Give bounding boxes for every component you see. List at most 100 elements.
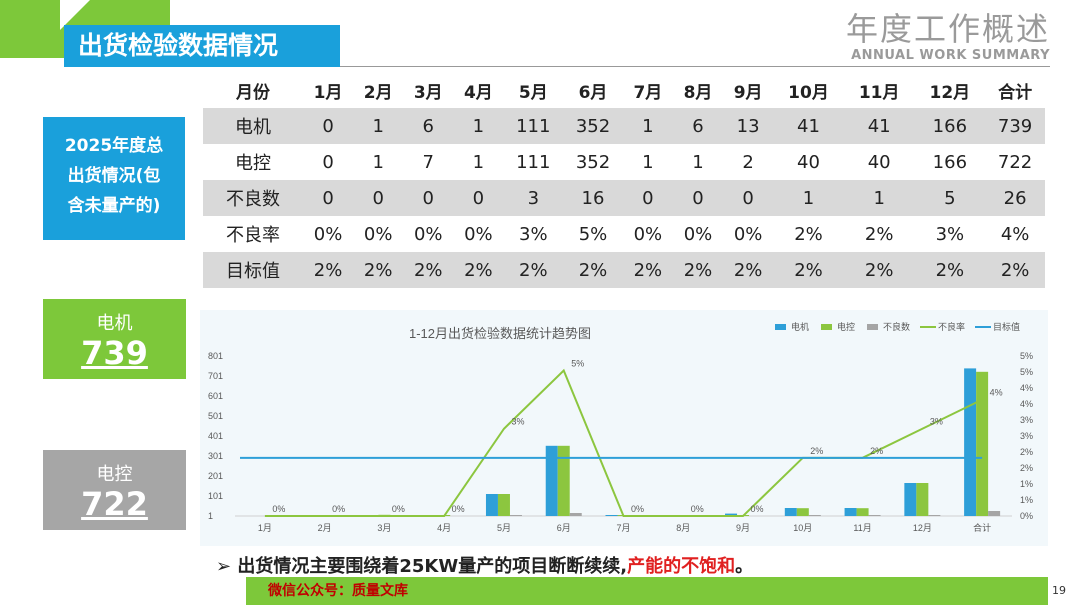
table-row-label: 电控 [235,153,271,174]
x-axis-tick: 3月 [377,523,391,533]
motor-card: 电机 739 [43,299,186,379]
legend-label: 电控 [837,321,855,332]
table-row: 不良数 0 0 0 0 3 16 0 0 0 1 1 5 26 [203,180,1045,216]
table-cell: 0 [403,180,454,216]
table-header-cell: 6月 [578,82,608,103]
table-cell: 739 [985,108,1045,144]
legend-label: 不良数 [883,321,910,332]
x-axis-tick: 合计 [973,522,991,533]
table-row-label: 不良数 [203,180,303,216]
table-cell: 5% [578,223,608,245]
summary-box: 2025年度总 出货情况(包 含未量产的) [43,117,185,240]
table-cell: 2% [864,223,894,245]
table-header-cell: 5月 [518,82,548,103]
legend-swatch [867,324,878,330]
table-cell: 2% [453,252,504,288]
x-axis-tick: 10月 [793,523,812,533]
left-axis-tick: 701 [208,371,223,381]
table-cell: 40 [797,151,820,173]
right-axis-tick: 1% [1020,479,1033,489]
table-cell: 352 [563,108,623,144]
table-header-cell: 合计 [998,82,1033,103]
table-header-cell: 4月 [463,82,493,103]
right-axis-tick: 2% [1020,463,1033,473]
bar-电控 [916,483,929,516]
table-cell: 0 [322,151,334,173]
legend-label: 不良率 [938,321,965,332]
table-cell: 2% [843,252,915,288]
table-cell: 2% [353,252,404,288]
left-axis-tick: 601 [208,391,223,401]
data-label: 2% [810,446,823,456]
bar-电机 [605,515,618,516]
deck-subtitle: ANNUAL WORK SUMMARY [851,48,1050,63]
table-cell: 1 [372,151,384,173]
table-cell: 13 [723,108,774,144]
control-card-value: 722 [81,485,148,523]
left-axis-tick: 101 [208,491,223,501]
data-label: 0% [392,504,405,514]
control-card-label: 电控 [96,464,133,485]
data-label: 0% [452,504,465,514]
shipment-table: 月份 1月 2月 3月 4月 5月 6月 7月 8月 9月 10月 11月 12月 合计 电机 0 1 6 1 11… [203,72,1045,288]
control-card: 电控 722 [43,450,186,530]
table-cell: 1 [622,108,673,144]
table-cell: 2% [985,252,1045,288]
table-cell: 1 [692,151,704,173]
legend-label: 目标值 [993,321,1020,332]
bullet-note: ➢ 出货情况主要围绕着25KW量产的项目断断续续,产能的不饱和。 [216,552,753,578]
table-cell: 26 [985,180,1045,216]
table-cell: 0% [464,223,493,245]
x-axis-tick: 9月 [736,523,750,533]
table-cell: 0 [723,180,774,216]
left-axis-tick: 801 [208,351,223,361]
x-axis-tick: 1月 [258,523,272,533]
table-row-label: 不良率 [226,225,280,246]
table-header-cell: 1月 [313,82,343,103]
x-axis-tick: 5月 [497,523,511,533]
bar-电控 [497,494,510,516]
table-cell: 3% [935,223,965,245]
table-cell: 2% [794,223,823,245]
table-cell: 1 [472,151,485,173]
table-row: 电控 0 1 7 1 111 352 1 1 2 40 40 166 722 [203,144,1045,180]
table-cell: 0% [683,223,713,245]
header-divider [340,66,1050,67]
bar-电机 [485,494,498,516]
table-cell: 0% [733,223,763,245]
data-label: 0% [691,504,704,514]
left-axis-tick: 401 [208,431,223,441]
table-cell: 166 [914,108,986,144]
data-label: 3% [511,417,524,427]
x-axis-tick: 2月 [318,523,332,533]
table-cell: 1 [353,108,404,144]
bar-电机 [545,445,558,516]
x-axis-tick: 6月 [557,523,571,533]
x-axis-tick: 12月 [913,523,932,533]
data-label: 0% [272,504,285,514]
left-axis-tick: 201 [208,471,223,481]
right-axis-tick: 5% [1020,351,1033,361]
table-row-label: 目标值 [203,252,303,288]
table-cell: 722 [997,151,1033,173]
right-axis-tick: 1% [1020,495,1033,505]
left-axis-tick: 501 [208,411,223,421]
table-cell: 0 [353,180,404,216]
data-label: 0% [631,504,644,514]
table-row: 不良率 0% 0% 0% 0% 3% 5% 0% 0% 0% 2% 2% 3% 4% [203,216,1045,252]
footer-bar [246,577,1048,605]
right-axis-tick: 4% [1020,383,1033,393]
right-axis-tick: 4% [1020,399,1033,409]
data-label: 0% [332,504,345,514]
table-cell: 3% [519,223,548,245]
table-header-cell: 11月 [858,82,900,103]
table-cell: 111 [503,108,564,144]
table-cell: 2% [303,252,354,288]
table-body: 电机 0 1 6 1 111 352 1 6 13 41 41 166 739 电控 0 1 7 1 111 352 1 1… [203,108,1045,288]
bullet-tail: 。 [735,556,754,577]
table-header-cell: 3月 [413,82,443,103]
table-cell: 41 [773,108,844,144]
summary-line: 含未量产的) [67,196,161,216]
page-number: 19 [1052,584,1066,597]
bullet-marker: ➢ [216,556,232,577]
